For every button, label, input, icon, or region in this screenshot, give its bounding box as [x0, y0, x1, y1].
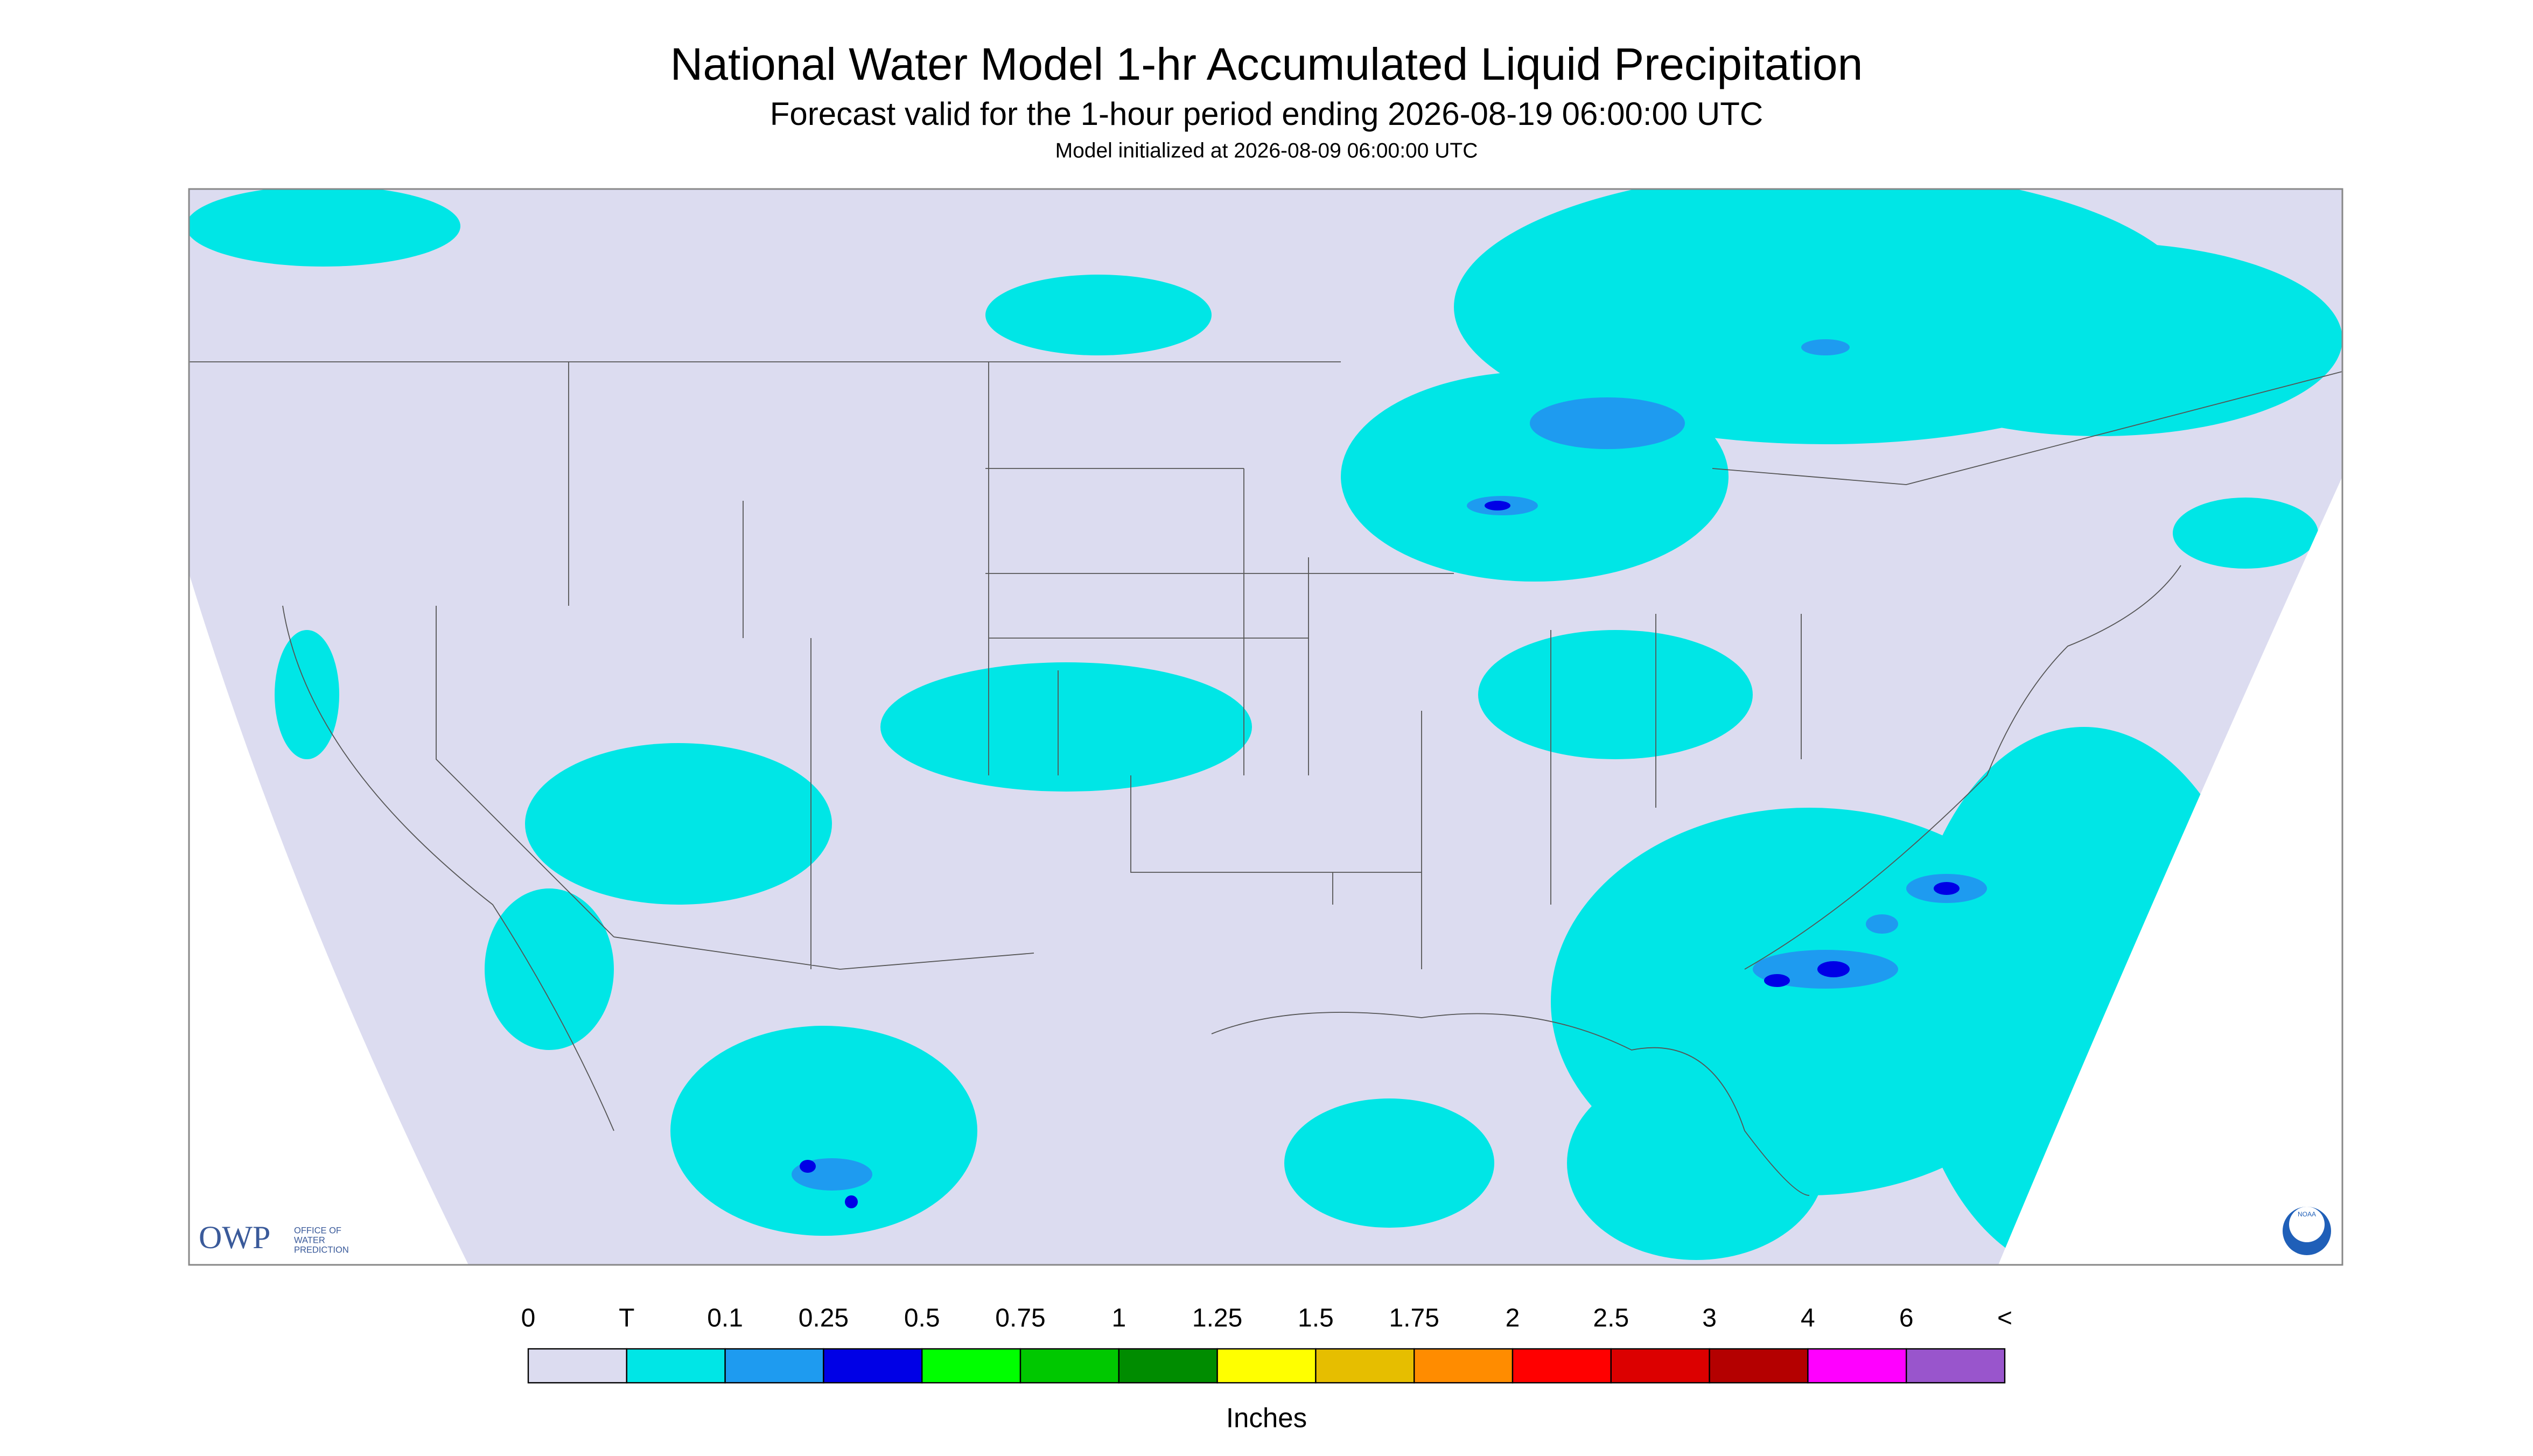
boundaries: [189, 361, 2342, 1196]
legend: 0 T 0.1 0.25 0.5 0.75 1 1.25 1.5 1.75 2 2.5 3 4 6 <: [521, 1304, 2012, 1384]
legend-swatch: [1512, 1348, 1612, 1384]
legend-swatch: [1118, 1348, 1218, 1384]
init-note: Model initialized at 2026-08-09 06:00:00…: [1055, 139, 1478, 162]
legend-label: 3: [1702, 1304, 1717, 1333]
owp-logo: OWP: [199, 1220, 270, 1255]
owp-logo-line: PREDICTION: [294, 1245, 349, 1255]
legend-label: 1.5: [1298, 1304, 1334, 1333]
legend-label: 0.75: [995, 1304, 1045, 1333]
legend-label: 0.5: [904, 1304, 940, 1333]
legend-label: 6: [1899, 1304, 1914, 1333]
legend-label: 0: [521, 1304, 536, 1333]
legend-label: T: [619, 1304, 634, 1333]
noaa-logo-text: NOAA: [2298, 1210, 2316, 1218]
legend-label: 0.25: [799, 1304, 849, 1333]
legend-label: 1.75: [1389, 1304, 1439, 1333]
legend-swatch: [626, 1348, 726, 1384]
subtitle: Forecast valid for the 1-hour period end…: [770, 96, 1763, 132]
title: National Water Model 1-hr Accumulated Li…: [670, 39, 1863, 89]
legend-swatch: [1807, 1348, 1907, 1384]
legend-swatch: [724, 1348, 824, 1384]
noaa-logo-inner: [2289, 1207, 2325, 1243]
legend-swatch: [1905, 1348, 2006, 1384]
legend-label: 4: [1801, 1304, 1815, 1333]
legend-label: 0.1: [707, 1304, 743, 1333]
legend-swatch: [1216, 1348, 1317, 1384]
owp-logo-line: OFFICE OF: [294, 1226, 341, 1235]
precip-areas: [189, 189, 2342, 1265]
legend-swatch: [1315, 1348, 1415, 1384]
legend-label: 1.25: [1192, 1304, 1242, 1333]
legend-swatch: [1019, 1348, 1120, 1384]
map-area: [189, 189, 2342, 1265]
legend-label: 2: [1506, 1304, 1520, 1333]
legend-label: 2.5: [1593, 1304, 1629, 1333]
legend-swatch: [1414, 1348, 1514, 1384]
legend-label: 1: [1111, 1304, 1126, 1333]
legend-swatch: [527, 1348, 628, 1384]
map-frame: [188, 188, 2343, 1266]
owp-logo-line: WATER: [294, 1235, 325, 1245]
legend-label: <: [1997, 1304, 2012, 1333]
legend-swatch: [823, 1348, 923, 1384]
legend-swatch: [921, 1348, 1021, 1384]
legend-swatch: [1610, 1348, 1710, 1384]
legend-swatch: [1709, 1348, 1809, 1384]
legend-unit: Inches: [1226, 1402, 1307, 1433]
